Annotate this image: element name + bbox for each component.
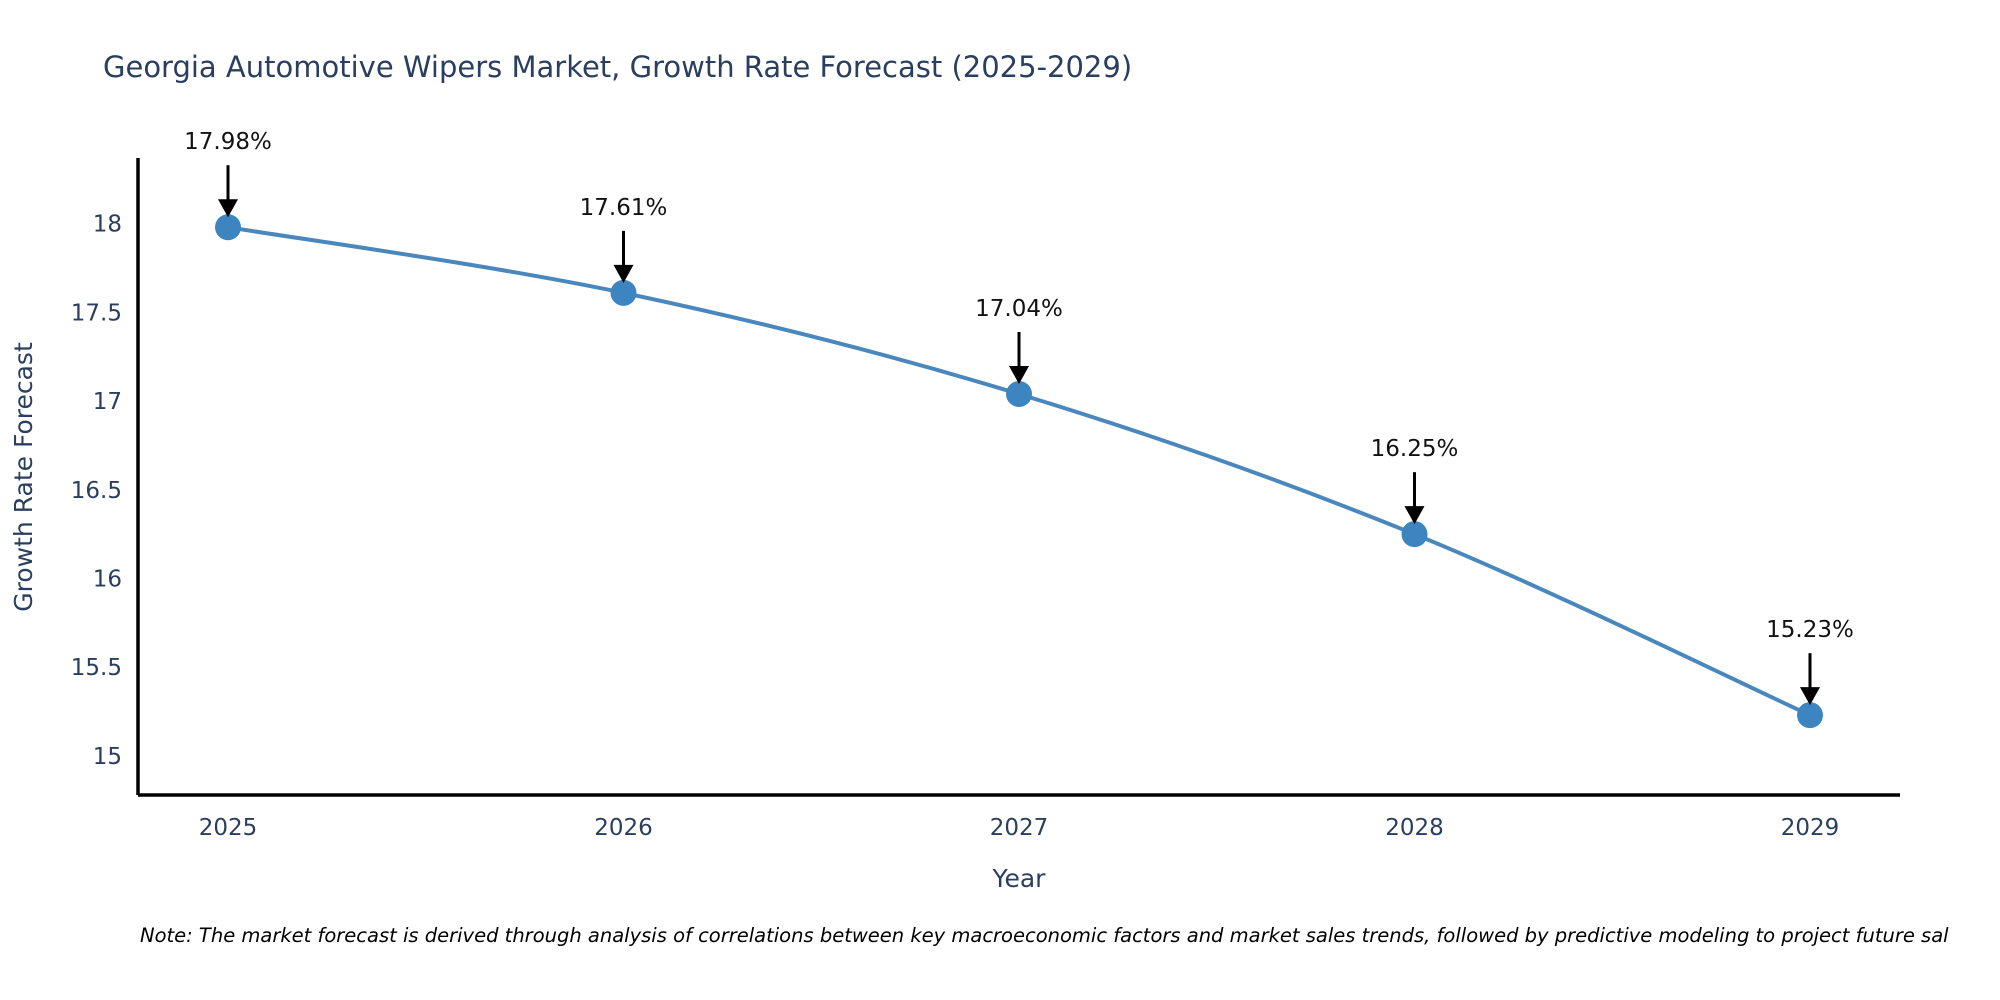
y-axis-title: Growth Rate Forecast: [9, 342, 38, 612]
x-axis-tick-label: 2026: [594, 815, 653, 841]
data-point-label: 17.04%: [975, 296, 1063, 322]
data-point-label: 15.23%: [1766, 617, 1854, 643]
annotation-arrow-head: [218, 199, 238, 218]
data-point-marker: [215, 214, 241, 241]
annotation-arrow-head: [613, 264, 634, 283]
x-axis-tick-label: 2025: [199, 815, 258, 841]
y-axis-tick-labels: 18 17.5 17 16.5 16 15.5 15: [71, 212, 122, 770]
data-point-marker: [1797, 702, 1823, 729]
x-axis-tick-label: 2028: [1385, 815, 1444, 841]
annotation-arrow-head: [1800, 687, 1820, 706]
annotation-arrow-head: [1404, 506, 1425, 525]
chart-footnote: Note: The market forecast is derived thr…: [140, 924, 1949, 947]
y-axis-tick-label: 18: [93, 212, 122, 238]
x-axis-tick-label: 2027: [990, 815, 1049, 841]
x-axis-title: Year: [992, 864, 1047, 893]
data-point-marker: [610, 279, 637, 306]
y-axis-tick-label: 15: [93, 744, 122, 770]
data-point-label: 17.61%: [580, 195, 668, 221]
data-point-markers: [215, 214, 1823, 729]
y-axis-tick-label: 17.5: [71, 300, 122, 326]
annotation-arrow-head: [1009, 365, 1029, 384]
data-point-label: 16.25%: [1371, 436, 1459, 462]
data-point-marker: [1006, 380, 1032, 407]
y-axis-tick-label: 16: [93, 567, 122, 593]
y-axis-tick-label: 15.5: [71, 655, 122, 681]
x-axis-tick-labels: 2025 2026 2027 2028 2029: [199, 815, 1840, 841]
chart-title: Georgia Automotive Wipers Market, Growth…: [103, 50, 1132, 84]
x-axis-tick-label: 2029: [1781, 815, 1840, 841]
data-point-marker: [1401, 521, 1428, 548]
y-axis-tick-label: 17: [93, 389, 122, 415]
data-point-label: 17.98%: [184, 129, 272, 155]
y-axis-tick-label: 16.5: [71, 478, 122, 504]
data-point-annotations: 17.98% 17.61% 17.04% 16.25% 15.23%: [184, 129, 1854, 706]
